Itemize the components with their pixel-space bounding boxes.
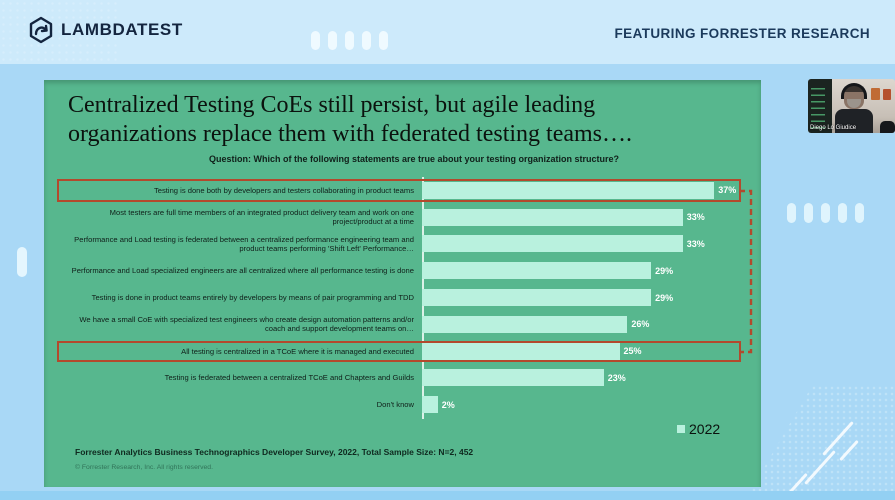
- bar-value-label: 23%: [607, 372, 626, 383]
- headphones: [841, 83, 867, 99]
- lambdatest-logo-text: LAMBDATEST: [61, 20, 183, 39]
- bar-category-label: Performance and Load specialized enginee…: [71, 266, 414, 276]
- chart-legend: 2022: [677, 421, 720, 437]
- bar-chart: Testing is done both by developers and t…: [58, 177, 750, 419]
- chart-row: Testing is done both by developers and t…: [58, 177, 750, 204]
- bar-value-label: 25%: [623, 346, 642, 357]
- bar-value-label: 2%: [441, 399, 455, 410]
- chart-row: Performance and Load specialized enginee…: [58, 257, 750, 284]
- bar-track: 25%: [422, 338, 750, 365]
- chart-row: All testing is centralized in a TCoE whe…: [58, 338, 750, 365]
- slide-title: Centralized Testing CoEs still persist, …: [68, 92, 633, 147]
- bar-track: 33%: [422, 204, 750, 231]
- header-bar: LAMBDATEST FEATURING FORRESTER RESEARCH: [0, 0, 895, 64]
- chart-row: Testing is done in product teams entirel…: [58, 284, 750, 311]
- bar: [422, 315, 628, 333]
- background-object: [880, 121, 895, 133]
- bar-track: 33%: [422, 231, 750, 258]
- speaker-name-label: Diego Lo Giudice: [810, 125, 857, 131]
- bar-category-label: Testing is done both by developers and t…: [153, 185, 414, 195]
- highlight-box-top: [57, 179, 741, 202]
- source-citation: Forrester Analytics Business Technograph…: [75, 447, 474, 457]
- code-screen-background: [808, 79, 832, 133]
- bar-value-label: 37%: [718, 185, 737, 196]
- bar-category-label: Testing is done in product teams entirel…: [91, 293, 414, 303]
- bar-track: 26%: [422, 311, 750, 338]
- chart-row: Performance and Load testing is federate…: [58, 231, 750, 258]
- legend-swatch: [677, 425, 685, 433]
- left-pill-decoration: [17, 247, 27, 277]
- bar-value-label: 29%: [655, 265, 674, 276]
- halftone-pattern: [745, 385, 895, 500]
- legend-label: 2022: [689, 421, 721, 437]
- lambdatest-logo: LAMBDATEST: [28, 16, 183, 44]
- bar: [422, 342, 620, 360]
- presentation-slide: Centralized Testing CoEs still persist, …: [44, 80, 761, 487]
- bar-track: 23%: [422, 365, 750, 392]
- bar: [422, 181, 715, 199]
- bar-category-label: Don't know: [376, 400, 414, 410]
- bar-category-label: Performance and Load testing is federate…: [74, 234, 414, 253]
- bar-category-label: Most testers are full time members of an…: [109, 208, 414, 227]
- bar: [422, 289, 652, 307]
- bar-category-label: We have a small CoE with specialized tes…: [79, 315, 414, 334]
- speaker-beard: [847, 99, 861, 108]
- wall-art: [871, 88, 880, 100]
- highlight-connector-dashed-line: [739, 189, 753, 354]
- chart-row: Don't know 2%: [58, 391, 750, 418]
- bar-value-label: 26%: [631, 319, 650, 330]
- slide-question: Question: Which of the following stateme…: [208, 154, 620, 164]
- bar-track: 29%: [422, 284, 750, 311]
- chart-row: Testing is federated between a centraliz…: [58, 365, 750, 392]
- bar-track: 2%: [422, 391, 750, 418]
- bar: [422, 369, 604, 387]
- bar-value-label: 29%: [655, 292, 674, 303]
- speaker-body: [835, 109, 873, 133]
- bar-value-label: 33%: [686, 238, 705, 249]
- bar-category-label: All testing is centralized in a TCoE whe…: [181, 346, 414, 356]
- bar-value-label: 33%: [686, 212, 705, 223]
- bar: [422, 262, 652, 280]
- copyright-notice: © Forrester Research, Inc. All rights re…: [75, 464, 213, 471]
- chart-row: Most testers are full time members of an…: [58, 204, 750, 231]
- featuring-forrester-label: FEATURING FORRESTER RESEARCH: [614, 26, 870, 41]
- webcam-video[interactable]: Diego Lo Giudice: [808, 79, 895, 133]
- bar-track: 37%: [422, 177, 750, 204]
- bar-category-label: Testing is federated between a centraliz…: [164, 373, 414, 383]
- lambdatest-logo-icon: [28, 16, 54, 44]
- chart-row: We have a small CoE with specialized tes…: [58, 311, 750, 338]
- bar: [422, 235, 683, 253]
- bar: [422, 396, 438, 414]
- wall-art: [883, 89, 891, 100]
- footer-band: [0, 491, 895, 500]
- bar: [422, 208, 683, 226]
- highlight-box-bottom: [57, 341, 741, 362]
- bar-track: 29%: [422, 257, 750, 284]
